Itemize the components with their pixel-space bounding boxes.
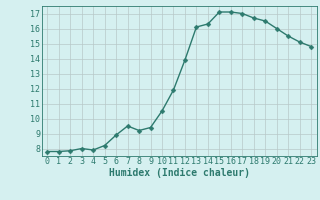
X-axis label: Humidex (Indice chaleur): Humidex (Indice chaleur) bbox=[109, 168, 250, 178]
